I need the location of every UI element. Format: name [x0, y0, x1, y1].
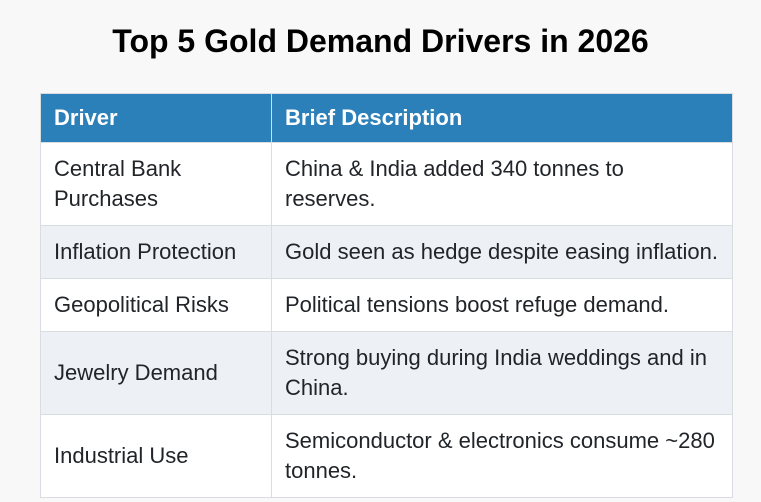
description-cell: Strong buying during India weddings and … — [272, 332, 733, 415]
table-body: Central Bank Purchases China & India add… — [41, 143, 733, 498]
driver-cell: Industrial Use — [41, 415, 272, 498]
description-cell: Political tensions boost refuge demand. — [272, 279, 733, 332]
table-row: Central Bank Purchases China & India add… — [41, 143, 733, 226]
driver-cell: Geopolitical Risks — [41, 279, 272, 332]
description-cell: Gold seen as hedge despite easing inflat… — [272, 226, 733, 279]
table-header: Driver Brief Description — [41, 94, 733, 143]
description-cell: Semiconductor & electronics consume ~280… — [272, 415, 733, 498]
header-row: Driver Brief Description — [41, 94, 733, 143]
table-row: Geopolitical Risks Political tensions bo… — [41, 279, 733, 332]
driver-cell: Central Bank Purchases — [41, 143, 272, 226]
description-cell: China & India added 340 tonnes to reserv… — [272, 143, 733, 226]
column-header-description: Brief Description — [272, 94, 733, 143]
gold-demand-table: Driver Brief Description Central Bank Pu… — [40, 93, 733, 498]
driver-cell: Jewelry Demand — [41, 332, 272, 415]
table-row: Jewelry Demand Strong buying during Indi… — [41, 332, 733, 415]
driver-cell: Inflation Protection — [41, 226, 272, 279]
page-title: Top 5 Gold Demand Drivers in 2026 — [112, 23, 649, 59]
table-row: Inflation Protection Gold seen as hedge … — [41, 226, 733, 279]
column-header-driver: Driver — [41, 94, 272, 143]
table-row: Industrial Use Semiconductor & electroni… — [41, 415, 733, 498]
